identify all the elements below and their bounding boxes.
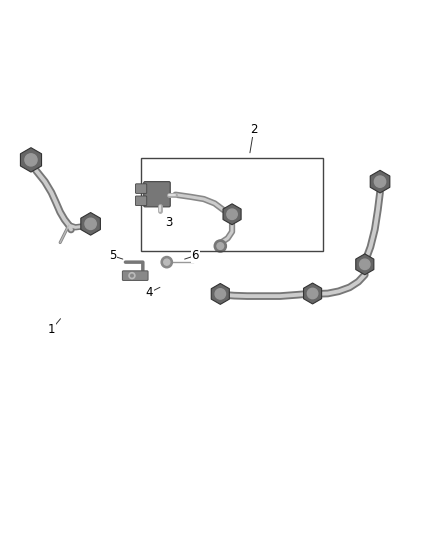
Polygon shape	[304, 283, 321, 304]
Text: 1: 1	[48, 323, 55, 336]
Circle shape	[360, 259, 370, 270]
Circle shape	[215, 289, 226, 299]
Text: 3: 3	[165, 216, 173, 230]
Bar	[141, 158, 323, 251]
Circle shape	[374, 176, 386, 187]
Circle shape	[164, 259, 170, 265]
Circle shape	[214, 240, 226, 252]
Circle shape	[85, 218, 96, 230]
Text: 5: 5	[109, 249, 116, 262]
Text: 2: 2	[250, 123, 258, 136]
Text: 4: 4	[145, 286, 153, 299]
Polygon shape	[21, 148, 42, 172]
FancyBboxPatch shape	[144, 182, 170, 207]
FancyBboxPatch shape	[122, 271, 148, 280]
Polygon shape	[223, 204, 241, 225]
Polygon shape	[370, 171, 390, 193]
Circle shape	[217, 243, 224, 249]
Circle shape	[129, 272, 135, 279]
Polygon shape	[211, 284, 230, 304]
Text: 6: 6	[191, 249, 199, 262]
Circle shape	[161, 256, 173, 268]
Polygon shape	[81, 213, 100, 235]
Circle shape	[227, 209, 237, 220]
FancyBboxPatch shape	[135, 196, 147, 206]
Circle shape	[307, 288, 318, 298]
Circle shape	[131, 274, 133, 277]
FancyBboxPatch shape	[135, 184, 147, 193]
Circle shape	[25, 154, 37, 166]
Polygon shape	[356, 254, 374, 275]
